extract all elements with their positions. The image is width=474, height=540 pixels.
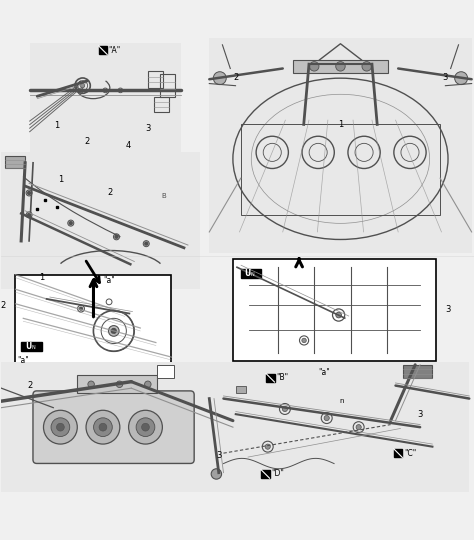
- Bar: [241, 124, 440, 215]
- Text: n: n: [339, 398, 344, 404]
- Circle shape: [51, 418, 70, 436]
- Text: "a": "a": [18, 355, 29, 364]
- Circle shape: [336, 62, 345, 71]
- Circle shape: [142, 423, 149, 431]
- Text: 2: 2: [0, 301, 6, 310]
- Text: "B": "B": [276, 373, 288, 382]
- Text: "a": "a": [103, 276, 115, 285]
- Circle shape: [79, 88, 83, 93]
- Bar: [210, 38, 472, 253]
- Text: "A": "A": [109, 46, 121, 55]
- Circle shape: [145, 242, 147, 245]
- Circle shape: [324, 415, 329, 421]
- Bar: [16, 275, 172, 372]
- Bar: [5, 156, 25, 168]
- Bar: [157, 365, 174, 378]
- FancyBboxPatch shape: [241, 268, 261, 278]
- Circle shape: [116, 381, 123, 388]
- FancyBboxPatch shape: [266, 374, 274, 382]
- Circle shape: [86, 410, 120, 444]
- Circle shape: [362, 62, 372, 71]
- Circle shape: [211, 469, 221, 479]
- Bar: [1, 362, 237, 492]
- Bar: [77, 375, 157, 393]
- FancyBboxPatch shape: [33, 391, 194, 463]
- Text: 1: 1: [39, 273, 45, 282]
- Circle shape: [115, 235, 118, 238]
- Text: 2: 2: [108, 188, 113, 198]
- Circle shape: [455, 72, 467, 85]
- Circle shape: [143, 241, 149, 247]
- Text: 3: 3: [216, 451, 221, 460]
- Text: 2: 2: [233, 72, 238, 82]
- Circle shape: [99, 423, 107, 431]
- Text: 1: 1: [58, 175, 64, 184]
- Bar: [403, 365, 432, 378]
- Text: U: U: [245, 269, 251, 278]
- Bar: [223, 362, 469, 492]
- Bar: [16, 275, 172, 372]
- Bar: [1, 152, 200, 289]
- Circle shape: [302, 338, 306, 343]
- Circle shape: [128, 410, 163, 444]
- Circle shape: [26, 212, 32, 218]
- Text: 3: 3: [446, 306, 451, 314]
- Circle shape: [81, 84, 85, 88]
- FancyBboxPatch shape: [394, 449, 402, 457]
- Text: 3: 3: [418, 410, 423, 418]
- Bar: [160, 74, 175, 97]
- FancyBboxPatch shape: [21, 342, 42, 351]
- Text: U: U: [25, 342, 31, 351]
- Bar: [233, 259, 436, 361]
- Text: "C": "C": [404, 449, 416, 458]
- Text: B: B: [162, 193, 166, 199]
- Circle shape: [310, 62, 319, 71]
- Circle shape: [88, 381, 94, 388]
- Circle shape: [136, 418, 155, 436]
- Circle shape: [68, 220, 74, 226]
- Circle shape: [80, 307, 82, 310]
- Circle shape: [283, 407, 288, 411]
- Circle shape: [44, 410, 77, 444]
- Bar: [30, 43, 181, 161]
- Text: 2: 2: [84, 137, 90, 146]
- Circle shape: [118, 88, 123, 93]
- Circle shape: [145, 381, 151, 388]
- Bar: [236, 386, 246, 393]
- Text: 4: 4: [125, 141, 131, 151]
- Circle shape: [69, 222, 72, 225]
- Text: "D": "D": [271, 469, 284, 478]
- Circle shape: [265, 444, 270, 449]
- Text: 3: 3: [145, 124, 150, 133]
- Circle shape: [27, 213, 30, 216]
- Text: N: N: [250, 272, 254, 277]
- Circle shape: [213, 72, 226, 85]
- Circle shape: [109, 326, 119, 336]
- Text: 1: 1: [338, 120, 343, 129]
- Circle shape: [111, 328, 116, 333]
- Circle shape: [336, 312, 341, 318]
- Bar: [147, 71, 163, 88]
- Circle shape: [27, 192, 30, 194]
- Circle shape: [56, 423, 64, 431]
- Text: 2: 2: [27, 381, 32, 390]
- Bar: [293, 60, 388, 73]
- Text: N: N: [31, 346, 35, 350]
- Bar: [154, 97, 169, 112]
- Text: 3: 3: [443, 72, 448, 82]
- FancyBboxPatch shape: [99, 46, 107, 55]
- Circle shape: [103, 88, 108, 93]
- Bar: [233, 259, 436, 361]
- Circle shape: [356, 424, 361, 430]
- Circle shape: [93, 418, 112, 436]
- Text: "a": "a": [319, 368, 330, 377]
- Text: 1: 1: [54, 122, 60, 130]
- Circle shape: [113, 234, 119, 240]
- FancyBboxPatch shape: [261, 470, 270, 478]
- Circle shape: [26, 190, 32, 196]
